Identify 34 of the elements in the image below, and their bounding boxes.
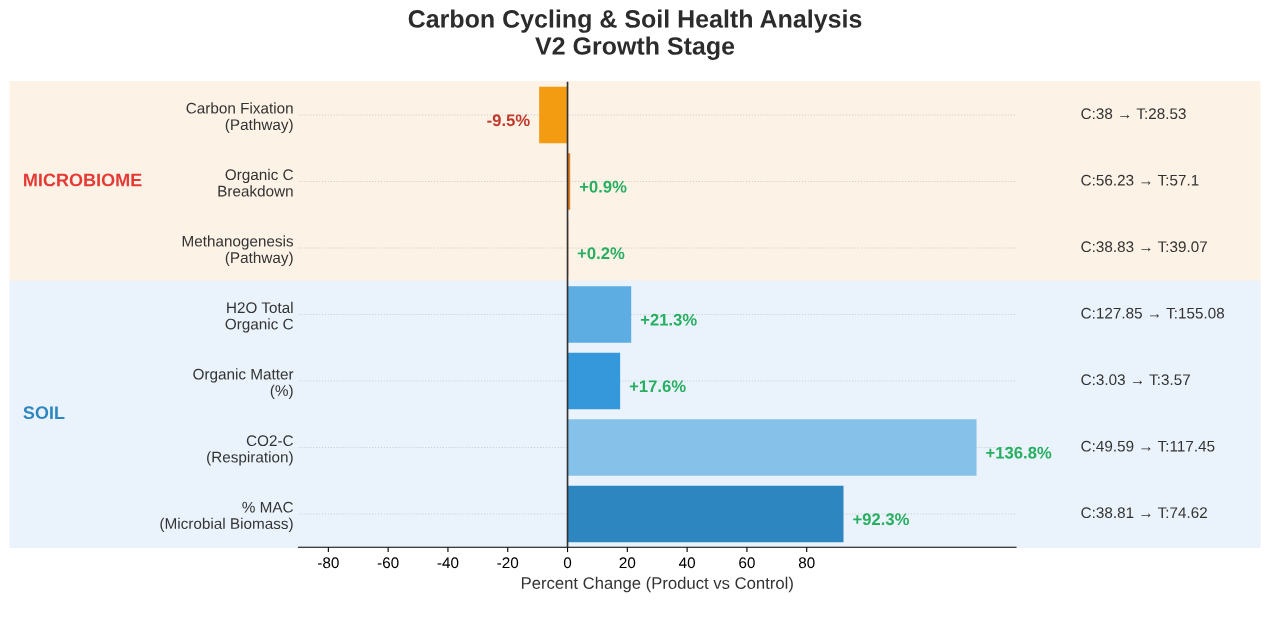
y-tick-label: % MAC (Microbial Biomass) [160, 501, 294, 533]
x-tick-label: 60 [739, 557, 755, 569]
x-axis-title: Percent Change (Product vs Control) [521, 576, 793, 593]
x-tick-label: -20 [497, 557, 519, 569]
x-tick-label: 40 [678, 557, 696, 569]
x-tick-label: 20 [619, 557, 636, 569]
y-tick-label: H2O Total Organic C [225, 301, 294, 333]
band-label: SOIL [23, 406, 65, 420]
text: C:38.83 → T:39.07 [1081, 241, 1207, 253]
data-label: +21.3% [640, 313, 697, 326]
x-tick-label: -40 [437, 557, 459, 569]
y-tick-label: Organic Matter (%) [193, 368, 294, 400]
text: C:49.59 → T:117.45 [1081, 440, 1215, 452]
x-tick-label: 80 [798, 557, 815, 569]
chart-title: Carbon Cycling & Soil Health Analysis V2 Growth Stage [408, 9, 862, 60]
data-label: +0.9% [579, 180, 627, 193]
data-label: -9.5% [487, 114, 530, 127]
x-tick-label: 0 [563, 557, 572, 569]
data-label: +92.3% [853, 513, 910, 526]
data-label: +17.6% [629, 380, 686, 393]
x-tick-label: -60 [377, 557, 399, 569]
y-tick-label: Carbon Fixation (Pathway) [186, 102, 293, 134]
text: C:127.85 → T:155.08 [1081, 307, 1225, 319]
data-label: +0.2% [577, 247, 625, 260]
text: C:3.03 → T:3.57 [1081, 374, 1190, 386]
x-tick-label: -80 [317, 557, 339, 569]
y-tick-label: Organic C Breakdown [218, 168, 294, 197]
band-label: MICROBIOME [24, 173, 142, 187]
data-label: +136.8% [986, 446, 1052, 459]
y-tick-label: Methanogenesis (Pathway) [182, 235, 294, 267]
y-tick-label: CO2-C (Respiration) [207, 435, 294, 466]
text: C:38 → T:28.53 [1081, 108, 1186, 120]
text: C:38.81 → T:74.62 [1081, 507, 1207, 519]
text: C:56.23 → T:57.1 [1081, 174, 1199, 186]
